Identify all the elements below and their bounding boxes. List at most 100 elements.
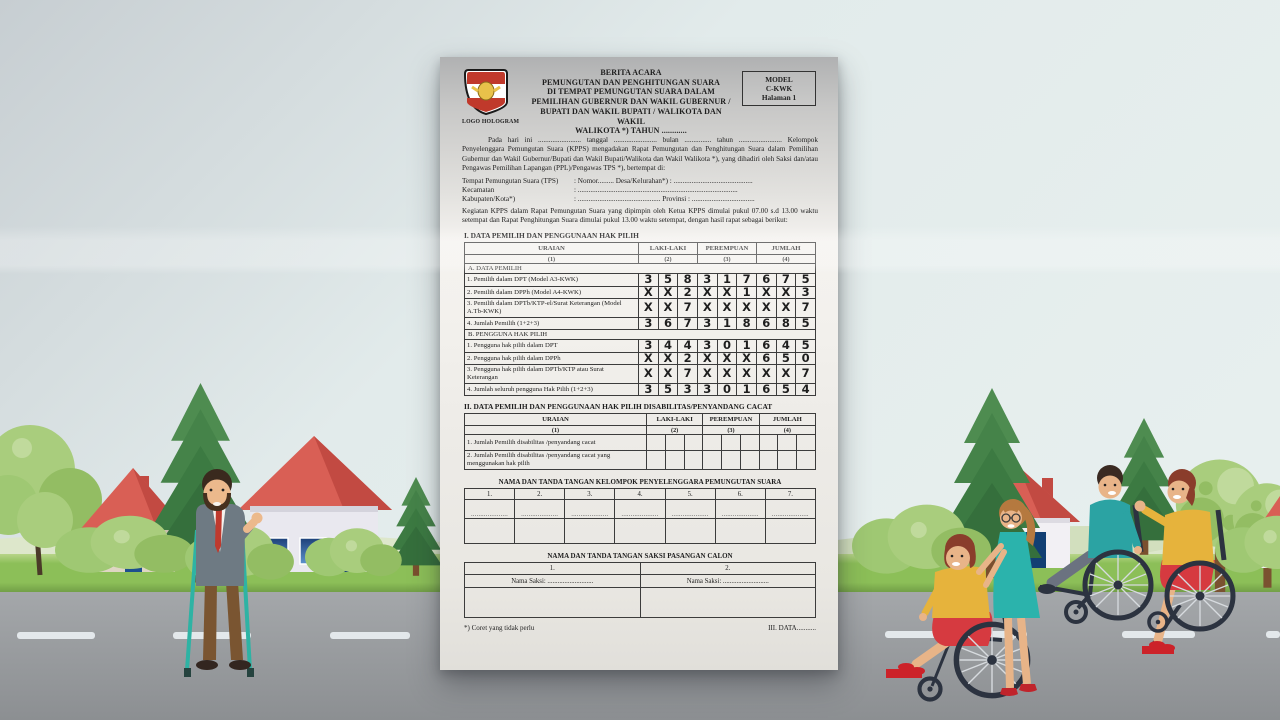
model-box-line1: MODEL [765,75,793,84]
value-cell: 7 [736,273,757,287]
colnum-cell: (1) [464,254,639,265]
group-header-row: B. PENGGUNA HAK PILIH [464,329,816,341]
saksi-signature-heading: NAMA DAN TANDA TANGAN SAKSI PASANGAN CAL… [547,552,733,561]
signature-dots-cell: .................... [614,499,666,520]
kpps-empty-row [463,518,817,545]
location-label: Tempat Pemungutan Suara (TPS) [462,176,559,185]
value-cell: 3 [638,316,659,331]
table-row: 1. Jumlah Pemilih disabilitas /penyandan… [464,434,816,452]
value-cell: X [657,298,679,318]
value-cell: 6 [755,316,777,331]
value-cell: 2 [677,285,698,300]
value-cell: 7 [795,298,816,318]
value-cell [702,434,723,452]
footer-data-ref: III. DATA........... [768,624,816,633]
saksi-name-row: Nama Saksi: ........................... N… [464,574,816,589]
value-cell: X [638,285,659,300]
value-cell [683,434,704,452]
value-cell [777,434,798,452]
table-header-row: URAIAN LAKI-LAKI PEREMPUAN JUMLAH [464,242,817,256]
saksi-signature-table: 1. 2. Nama Saksi: ........................… [464,562,816,619]
row-label-cell: 4. Jumlah seluruh pengguna Hak Pilih (1+… [464,382,639,397]
colnum-cell: (4) [755,254,817,265]
value-cell: X [775,285,797,300]
value-cell: 6 [657,316,679,331]
table-row: 3. Pemilih dalam DPTb/KTP-el/Surat Keter… [464,298,816,318]
value-cell: X [696,351,718,366]
value-cell: 1 [736,285,757,300]
title-line: DI TEMPAT PEMUNGUTAN SUARA DALAM [547,87,715,97]
value-cell: 4 [677,339,698,353]
header-cell: JUMLAH [758,413,817,427]
value-cell: 5 [795,339,816,353]
table-row: 2. Jumlah Pemilih disabilitas /penyandan… [464,450,816,471]
kpps-dots-row: ........................................… [463,499,817,520]
signature-dots-cell: .................... [714,499,766,520]
saksi-number-cell: 1. [464,562,641,576]
value-cell: 1 [736,339,757,353]
value-cell [646,434,666,452]
header-cell: URAIAN [464,242,639,256]
signature-number-cell: 4. [614,488,666,501]
value-cell: X [716,285,738,300]
value-cell [758,434,779,452]
value-cell: X [755,285,777,300]
section2-heading: II. DATA PEMILIH DAN PENGGUNAAN HAK PILI… [464,402,773,412]
kpps-number-row: 1. 2. 3. 4. 5. 6. 7. [463,488,817,501]
signature-dots-cell: .................... [664,499,716,520]
location-value: : ......................................… [574,185,738,194]
value-cell: 7 [677,298,698,318]
value-cell: 5 [657,273,679,287]
value-cell: 3 [795,285,816,300]
value-cell: 7 [677,316,698,331]
man-with-crutches [184,469,263,677]
table-colnum-row: (1) (2) (3) (4) [464,425,817,436]
table-row: 3. Pengguna hak pilih dalam DPTb/KTP ata… [464,364,816,384]
row-label-cell: 1. Pengguna hak pilih dalam DPT [464,339,639,353]
value-cell: X [657,364,679,384]
location-value: : Nomor......... Desa/Kelurahan*) : ....… [574,176,753,185]
section1-heading: I. DATA PEMILIH DAN PENGGUNAAN HAK PILIH [464,231,639,241]
value-cell [721,450,741,471]
value-cell [664,450,685,471]
table-row: 4. Jumlah seluruh pengguna Hak Pilih (1+… [464,382,816,397]
value-cell: X [657,285,679,300]
table-row: 4. Jumlah Pemilih (1+2+3) 3 6 7 3 1 8 6 8 5 [464,316,816,331]
signature-dots-cell: .................... [564,499,616,520]
value-cell: 5 [795,273,816,287]
colnum-cell: (2) [645,425,704,436]
value-cell: X [657,351,679,366]
signature-number-cell: 7. [764,488,817,501]
saksi-number-cell: 2. [639,562,816,576]
location-label: Kabupaten/Kota*) [462,194,516,203]
value-cell [758,450,779,471]
value-cell: 8 [736,316,757,331]
value-cell: 4 [657,339,679,353]
colnum-cell: (3) [696,254,757,265]
row-label-cell: 2. Pemilih dalam DPPh (Model A4-KWK) [464,285,639,300]
value-cell: 1 [716,316,738,331]
table-colnum-row: (1) (2) (3) (4) [464,254,817,265]
colnum-cell: (2) [638,254,698,265]
signature-number-cell: 5. [664,488,716,501]
group-header-cell: A. DATA PEMILIH [464,263,816,275]
value-cell: X [638,298,659,318]
value-cell: X [716,351,738,366]
saksi-name-cell: Nama Saksi: ........................... [639,574,816,589]
signature-dots-cell: .................... [764,499,817,520]
value-cell: 7 [795,364,816,384]
group-header-row: A. DATA PEMILIH [464,263,816,275]
colnum-cell: (3) [702,425,760,436]
saksi-empty-row [464,587,816,619]
document-footer: *) Coret yang tidak perlu III. DATA.....… [462,624,818,632]
value-cell [646,450,666,471]
signature-number-cell: 6. [714,488,766,501]
section2-table: URAIAN LAKI-LAKI PEREMPUAN JUMLAH (1) (2) (3)(… [464,413,817,471]
row-label-cell: 2. Pengguna hak pilih dalam DPPh [464,351,639,366]
value-cell: 3 [696,273,718,287]
section1-table: URAIAN LAKI-LAKI PEREMPUAN JUMLAH (1) (2) (3)(… [464,242,817,397]
colnum-cell: (1) [464,425,647,436]
value-cell: 3 [696,339,718,353]
value-cell: 5 [775,382,797,397]
value-cell: 5 [775,351,797,366]
